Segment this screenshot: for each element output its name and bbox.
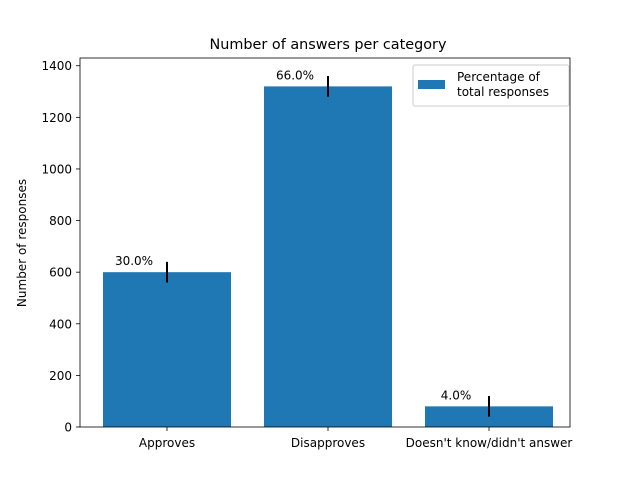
bar-value-label: 66.0% [276,68,314,82]
y-tick-label: 200 [49,369,72,383]
legend-box [412,64,570,107]
y-tick-label: 400 [49,317,72,331]
y-tick-label: 800 [49,214,72,228]
chart-title: Number of answers per category [210,37,447,53]
y-tick-label: 0 [64,421,72,435]
y-tick-label: 1400 [41,59,72,73]
x-tick-label: Disapproves [291,436,365,450]
y-tick-label: 600 [49,266,72,280]
legend: Percentage of total responses [412,64,570,107]
legend-label: Percentage of total responses [457,70,549,99]
x-tick-label: Approves [139,436,195,450]
x-tick-label: Doesn't know/didn't answer [406,436,573,450]
legend-swatch [418,80,445,89]
y-tick-label: 1200 [41,111,72,125]
bar-value-label: 4.0% [441,388,472,402]
bar-value-label: 30.0% [115,254,153,268]
y-axis-label: Number of responses [15,179,29,307]
plot-area: 30.0% Approves 66.0% Disapproves 4.0% Doesn't… [41,57,573,450]
y-tick-label: 1000 [41,162,72,176]
axes-frame [79,57,571,428]
bar [264,86,392,427]
bar [103,272,231,427]
